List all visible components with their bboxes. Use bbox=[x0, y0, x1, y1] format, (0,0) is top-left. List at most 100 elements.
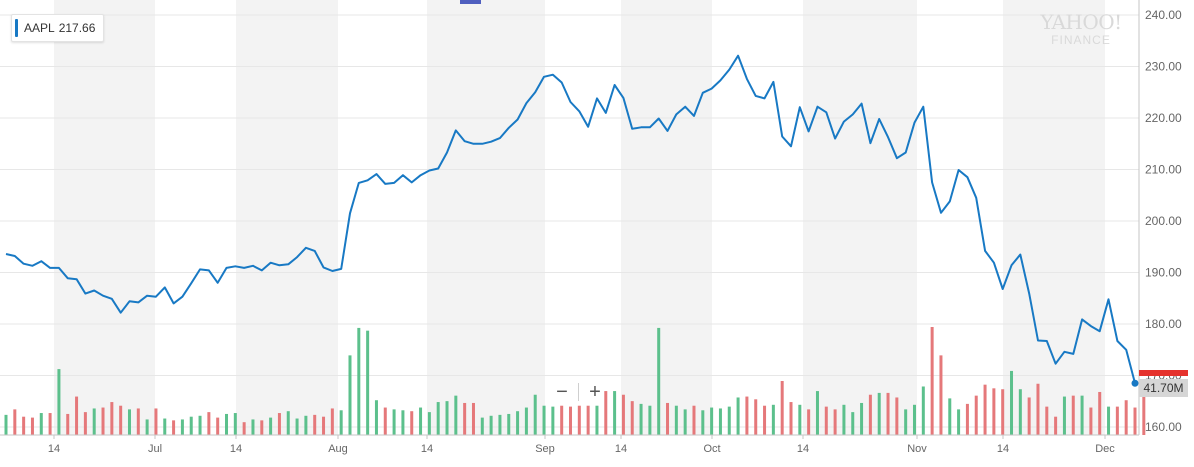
volume-bar bbox=[92, 408, 96, 435]
volume-bar bbox=[798, 404, 802, 435]
volume-bar bbox=[1062, 396, 1066, 435]
volume-bar bbox=[216, 417, 220, 435]
month-band bbox=[54, 0, 155, 435]
volume-bar bbox=[295, 418, 299, 435]
volume-bar bbox=[436, 402, 440, 435]
volume-bar bbox=[542, 405, 546, 435]
volume-bar bbox=[269, 417, 273, 435]
zoom-in-button[interactable]: + bbox=[589, 381, 601, 403]
x-tick-label: Nov bbox=[907, 443, 927, 455]
volume-bar bbox=[498, 414, 502, 435]
volume-bar bbox=[4, 414, 8, 435]
volume-bar bbox=[754, 399, 758, 435]
volume-bar bbox=[198, 415, 202, 435]
volume-bar bbox=[357, 327, 361, 435]
volume-bar bbox=[66, 413, 70, 435]
y-tick-label: 230.00 bbox=[1145, 60, 1182, 74]
x-tick-label: Sep bbox=[535, 443, 555, 455]
volume-bar bbox=[83, 412, 87, 435]
volume-bar bbox=[983, 384, 987, 435]
volume-readout: 41.70M bbox=[1139, 379, 1188, 397]
x-tick-label: Aug bbox=[328, 443, 348, 455]
volume-bar bbox=[842, 404, 846, 435]
volume-bar bbox=[1045, 406, 1049, 435]
y-tick-label: 210.00 bbox=[1145, 163, 1182, 177]
volume-bar bbox=[127, 409, 131, 435]
volume-bar bbox=[277, 413, 281, 435]
volume-bar bbox=[524, 407, 528, 435]
month-band bbox=[236, 0, 338, 435]
volume-bar bbox=[824, 406, 828, 435]
range-selector-handle[interactable] bbox=[460, 0, 481, 4]
y-tick-label: 200.00 bbox=[1145, 214, 1182, 228]
volume-bar bbox=[410, 411, 414, 435]
volume-bar bbox=[1142, 393, 1146, 435]
month-band bbox=[427, 0, 545, 435]
zoom-out-button[interactable]: − bbox=[556, 381, 568, 403]
volume-bar bbox=[745, 396, 749, 435]
y-tick-label: 240.00 bbox=[1145, 8, 1182, 22]
volume-bar bbox=[471, 402, 475, 435]
volume-bar bbox=[392, 409, 396, 435]
volume-bar bbox=[621, 394, 625, 435]
volume-bar bbox=[948, 398, 952, 435]
volume-bar bbox=[904, 409, 908, 435]
month-band bbox=[1003, 0, 1105, 435]
volume-bar bbox=[507, 413, 511, 435]
volume-bar bbox=[586, 405, 590, 435]
volume-bar bbox=[763, 405, 767, 435]
volume-bar bbox=[886, 392, 890, 435]
volume-bar bbox=[1133, 407, 1137, 435]
volume-bar bbox=[322, 416, 326, 435]
volume-bar bbox=[877, 392, 881, 435]
volume-bar bbox=[718, 408, 722, 435]
volume-bar bbox=[225, 413, 229, 435]
watermark-line2: FINANCE bbox=[1051, 33, 1111, 47]
series-legend[interactable]: AAPL 217.66 bbox=[11, 14, 105, 42]
volume-bar bbox=[163, 418, 167, 435]
zoom-control: − + bbox=[546, 379, 611, 405]
volume-bar bbox=[480, 417, 484, 435]
volume-bars bbox=[4, 327, 1146, 435]
volume-bar bbox=[1071, 395, 1075, 435]
volume-bar bbox=[1124, 400, 1128, 435]
volume-bar bbox=[1036, 383, 1040, 435]
volume-bar bbox=[75, 396, 79, 435]
x-tick-label: 14 bbox=[797, 443, 809, 455]
volume-bar bbox=[366, 330, 370, 435]
volume-bar bbox=[666, 402, 670, 435]
volume-bar bbox=[939, 355, 943, 435]
volume-bar bbox=[39, 413, 43, 435]
volume-bar bbox=[895, 397, 899, 435]
volume-bar bbox=[815, 391, 819, 435]
volume-bar bbox=[48, 413, 52, 435]
volume-bar bbox=[57, 369, 61, 435]
x-tick-label: Dec bbox=[1095, 443, 1115, 455]
volume-bar bbox=[427, 412, 431, 435]
volume-bar bbox=[630, 401, 634, 435]
x-tick-label: Jul bbox=[148, 443, 162, 455]
volume-bar bbox=[807, 409, 811, 435]
volume-bar bbox=[930, 327, 934, 435]
volume-bar bbox=[868, 394, 872, 435]
volume-bar bbox=[30, 417, 34, 435]
volume-bar bbox=[313, 414, 317, 435]
volume-bar bbox=[154, 408, 158, 435]
volume-bar bbox=[119, 405, 123, 435]
volume-bar bbox=[560, 405, 564, 435]
month-band bbox=[803, 0, 917, 435]
volume-bar bbox=[1027, 397, 1031, 435]
legend-value: 217.66 bbox=[58, 21, 96, 35]
volume-bar bbox=[1010, 370, 1014, 435]
legend-ticker: AAPL bbox=[24, 21, 55, 35]
yahoo-finance-logo: YAHOO! FINANCE bbox=[1034, 12, 1128, 46]
watermark-line1: YAHOO! bbox=[1040, 10, 1122, 34]
volume-bar bbox=[533, 394, 537, 435]
volume-bar bbox=[921, 386, 925, 435]
volume-bar bbox=[339, 410, 343, 435]
volume-bar bbox=[595, 405, 599, 435]
volume-bar bbox=[736, 397, 740, 435]
volume-bar bbox=[489, 415, 493, 435]
